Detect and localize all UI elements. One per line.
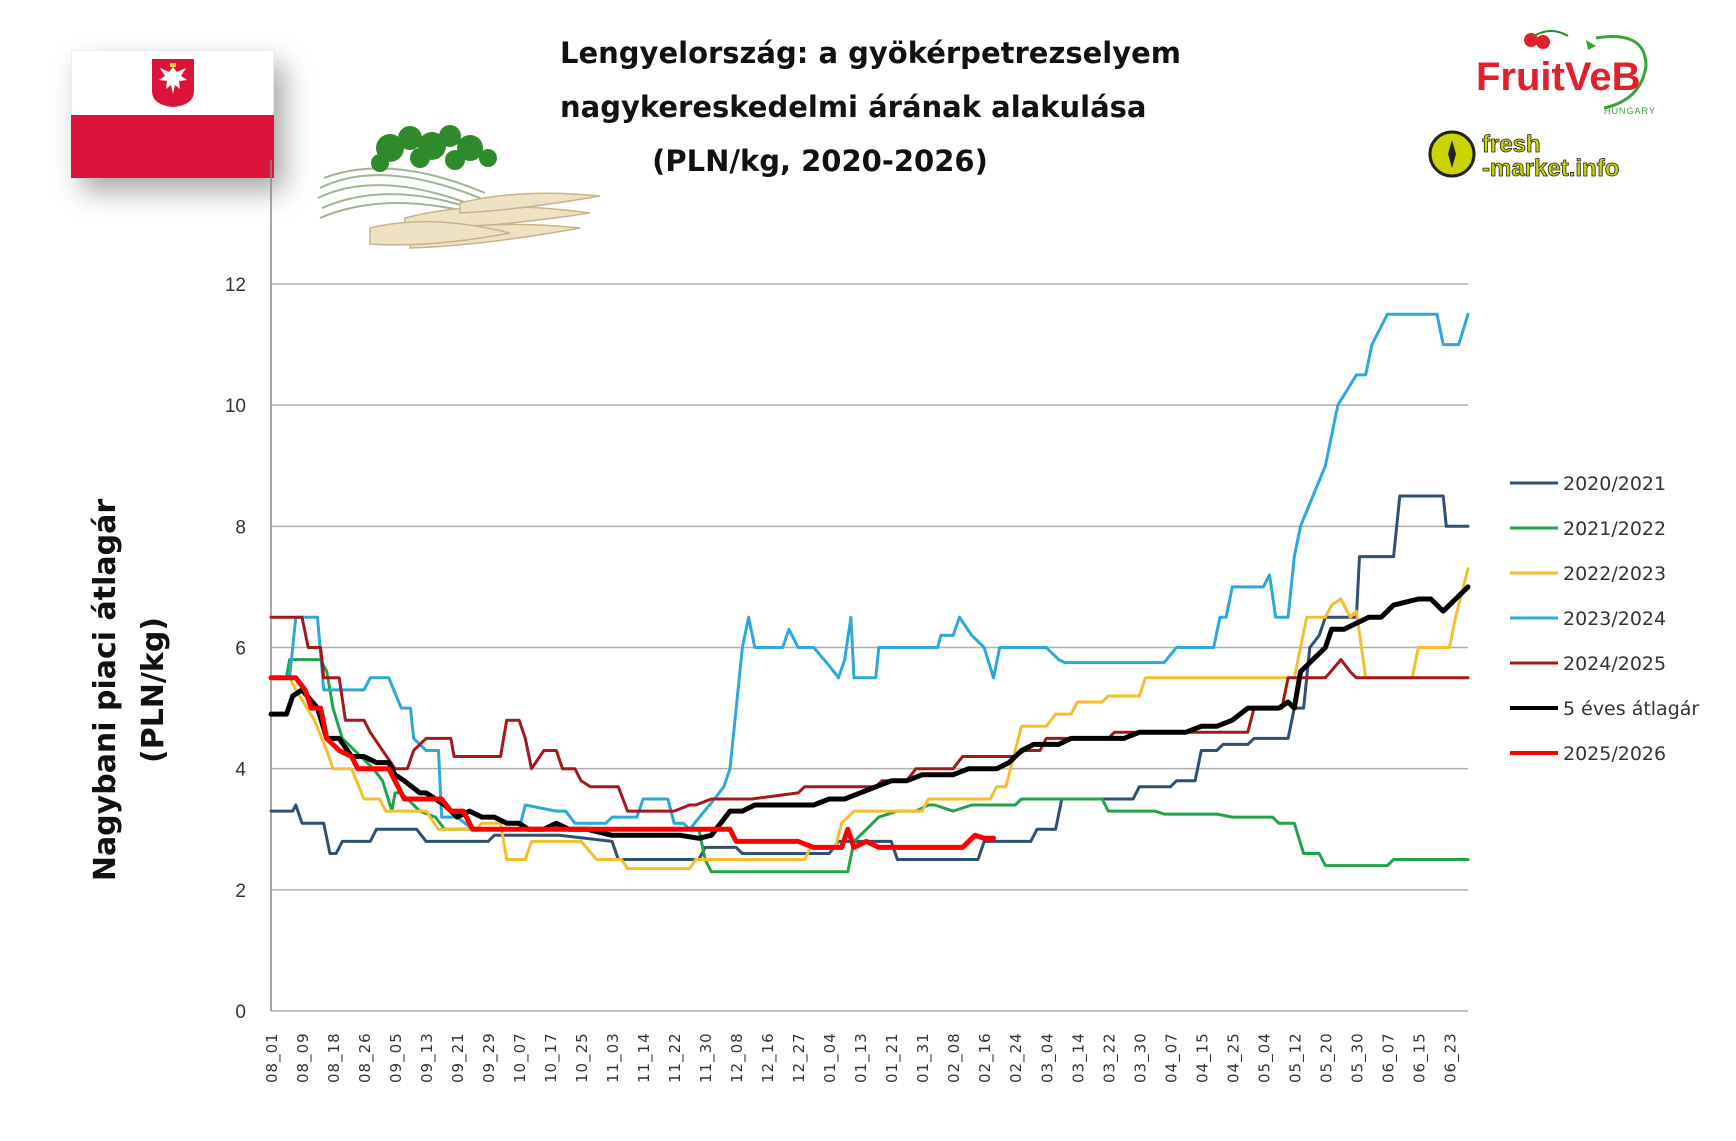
x-tick-label: 09_21 xyxy=(449,1032,468,1083)
freshmarket-logo: fresh -market.info xyxy=(1428,130,1620,182)
x-tick-label: 01_04 xyxy=(821,1032,840,1083)
legend-label: 2025/2026 xyxy=(1563,743,1666,765)
x-tick-label: 12_08 xyxy=(728,1032,747,1083)
y-tick-label: 12 xyxy=(225,275,246,296)
series-line-2 xyxy=(269,567,1470,871)
y-tick-label: 10 xyxy=(225,396,246,417)
x-tick-label: 05_04 xyxy=(1255,1032,1274,1083)
x-tick-label: 04_07 xyxy=(1162,1032,1181,1083)
y-tick-label: 2 xyxy=(235,881,246,902)
x-tick-label: 08_01 xyxy=(263,1032,282,1083)
x-tick-label: 02_16 xyxy=(976,1032,995,1083)
x-tick-label: 11_30 xyxy=(697,1032,716,1083)
x-tick-label: 05_30 xyxy=(1348,1032,1367,1083)
x-tick-label: 05_20 xyxy=(1317,1032,1336,1083)
chart-title: Lengyelország: a gyökérpetrezselyem nagy… xyxy=(560,26,1181,188)
series-line-3 xyxy=(269,312,1470,831)
x-tick-label: 02_08 xyxy=(945,1032,964,1083)
poland-flag-image xyxy=(71,50,274,178)
x-tick-label: 10_07 xyxy=(511,1032,530,1083)
series-line-5 xyxy=(268,584,1471,841)
y-axis-ticks: 0 2 4 6 8 10 12 xyxy=(225,275,247,1023)
chart-title-line-2: nagykereskedelmi árának alakulása xyxy=(560,90,1147,124)
x-tick-label: 08_09 xyxy=(294,1032,313,1083)
x-tick-label: 06_15 xyxy=(1410,1032,1429,1083)
eagle-emblem-icon xyxy=(152,59,194,107)
series-line-6 xyxy=(268,675,996,850)
x-tick-label: 10_25 xyxy=(573,1032,592,1083)
x-tick-label: 01_13 xyxy=(852,1032,871,1083)
x-tick-label: 03_04 xyxy=(1038,1032,1057,1083)
x-tick-label: 06_07 xyxy=(1379,1032,1398,1083)
svg-text:fresh: fresh xyxy=(1482,131,1541,158)
x-tick-label: 09_29 xyxy=(480,1032,499,1083)
legend-label: 2022/2023 xyxy=(1563,563,1666,585)
x-tick-label: 01_31 xyxy=(914,1032,933,1083)
series-line-4 xyxy=(269,615,1470,813)
y-tick-label: 0 xyxy=(235,1002,246,1023)
legend-label: 2023/2024 xyxy=(1563,608,1666,630)
x-tick-label: 04_25 xyxy=(1224,1032,1243,1083)
series-line-0 xyxy=(269,494,1470,861)
legend-label: 2024/2025 xyxy=(1563,653,1666,675)
legend-label: 2021/2022 xyxy=(1563,518,1666,540)
x-tick-label: 09_05 xyxy=(387,1032,406,1083)
x-tick-label: 06_23 xyxy=(1441,1032,1460,1083)
x-tick-label: 08_18 xyxy=(325,1032,344,1083)
x-tick-label: 01_21 xyxy=(883,1032,902,1083)
x-tick-label: 04_15 xyxy=(1193,1032,1212,1083)
gridlines xyxy=(271,283,1468,1012)
x-axis-ticks: 08_01 08_09 08_18 08_26 09_05 09_13 09_21 09_29… xyxy=(263,1032,1460,1083)
x-tick-label: 11_14 xyxy=(635,1032,654,1083)
svg-text:FruitVeB: FruitVeB xyxy=(1476,55,1640,99)
fruitveb-logo: FruitVeB HUNGARY xyxy=(1476,30,1656,116)
x-tick-label: 08_26 xyxy=(356,1032,375,1083)
chart-title-line-3: (PLN/kg, 2020-2026) xyxy=(652,144,988,178)
svg-text:HUNGARY: HUNGARY xyxy=(1604,106,1656,116)
x-tick-label: 03_30 xyxy=(1131,1032,1150,1083)
x-tick-label: 02_24 xyxy=(1007,1032,1026,1083)
series-lines xyxy=(268,312,1471,874)
legend: 2020/2021 2021/2022 2022/2023 2023/2024 2024… xyxy=(1510,473,1699,765)
x-tick-label: 03_14 xyxy=(1069,1032,1088,1083)
chart-title-line-1: Lengyelország: a gyökérpetrezselyem xyxy=(560,36,1181,70)
x-tick-label: 10_17 xyxy=(542,1032,561,1083)
parsley-root-image xyxy=(317,125,601,249)
x-tick-label: 09_13 xyxy=(418,1032,437,1083)
svg-text:-market.info: -market.info xyxy=(1482,155,1619,182)
x-tick-label: 12_16 xyxy=(759,1032,778,1083)
legend-label: 2020/2021 xyxy=(1563,473,1666,495)
y-tick-label: 4 xyxy=(235,760,246,781)
x-tick-label: 11_03 xyxy=(604,1032,623,1083)
y-tick-label: 8 xyxy=(235,517,246,538)
series-line-1 xyxy=(269,658,1470,874)
x-tick-label: 03_22 xyxy=(1100,1032,1119,1083)
x-tick-label: 12_27 xyxy=(790,1032,809,1083)
x-tick-label: 11_22 xyxy=(666,1032,685,1083)
legend-label: 5 éves átlagár xyxy=(1563,698,1699,720)
y-tick-label: 6 xyxy=(235,639,246,660)
x-tick-label: 05_12 xyxy=(1286,1032,1305,1083)
